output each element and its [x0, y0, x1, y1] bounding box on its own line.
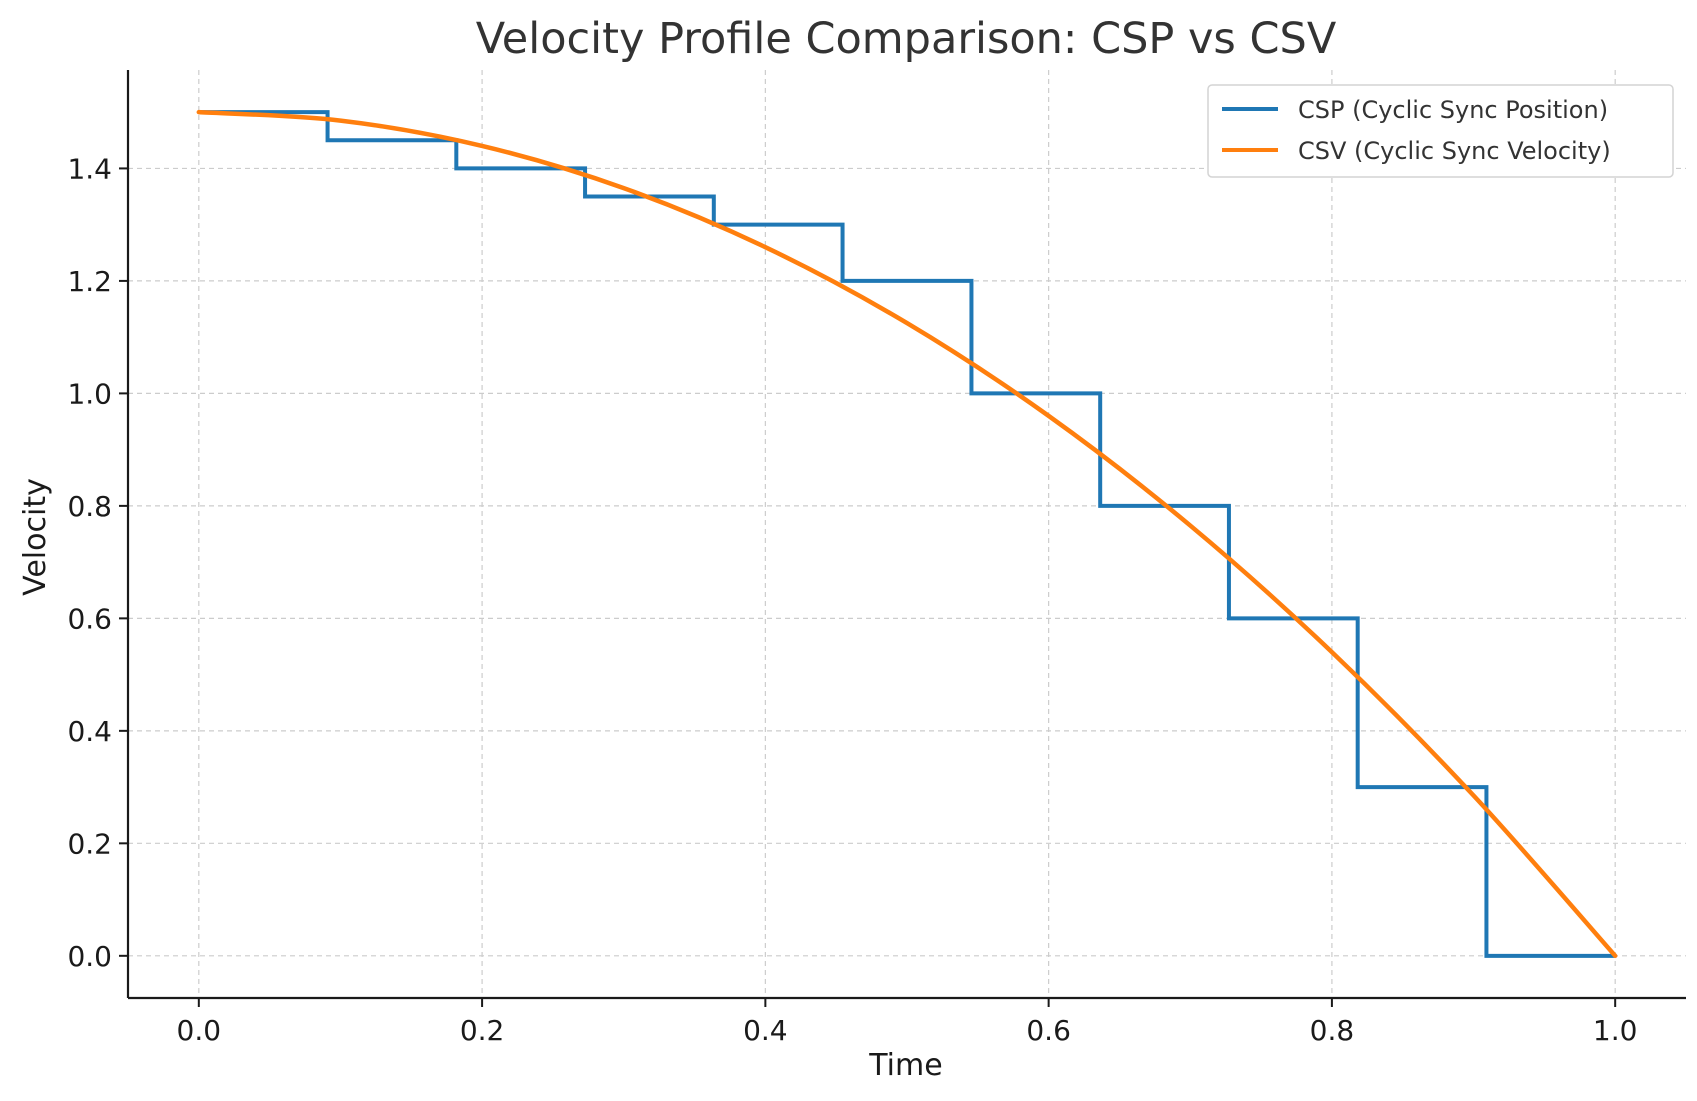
y-tick-label: 1.0	[67, 377, 112, 410]
legend: CSP (Cyclic Sync Position) CSV (Cyclic S…	[1207, 84, 1674, 178]
x-tick-label: 0.0	[177, 1014, 222, 1047]
legend-box	[1207, 84, 1674, 178]
series-layer	[196, 109, 1618, 959]
legend-label-csv: CSV (Cyclic Sync Velocity)	[1298, 137, 1611, 165]
x-tick-label: 0.2	[460, 1014, 505, 1047]
y-axis-label: Velocity	[18, 478, 53, 596]
x-tick-label: 0.6	[1026, 1014, 1071, 1047]
y-tick-label: 1.4	[67, 152, 112, 185]
x-tick-label: 0.8	[1310, 1014, 1355, 1047]
axes-layer: 0.0 0.2 0.4 0.6 0.8 1.0 0.0 0.2 0.4 0.6 0.8 1.0 1.2 1…	[67, 70, 1686, 1047]
x-tick-label: 0.4	[743, 1014, 788, 1047]
csv-series-line	[196, 109, 1618, 959]
y-tick-label: 0.2	[67, 827, 112, 860]
legend-label-csp: CSP (Cyclic Sync Position)	[1298, 96, 1608, 124]
y-tick-label: 0.6	[67, 602, 112, 635]
chart-title: Velocity Profile Comparison: CSP vs CSV	[476, 14, 1337, 64]
grid-layer	[128, 70, 1686, 998]
y-tick-label: 1.2	[67, 265, 112, 298]
x-axis-label: Time	[868, 1048, 942, 1083]
y-tick-label: 0.8	[67, 490, 112, 523]
csp-series-line	[198, 110, 1616, 958]
y-tick-label: 0.0	[67, 940, 112, 973]
x-tick-label: 1.0	[1593, 1014, 1638, 1047]
y-tick-label: 0.4	[67, 715, 112, 748]
